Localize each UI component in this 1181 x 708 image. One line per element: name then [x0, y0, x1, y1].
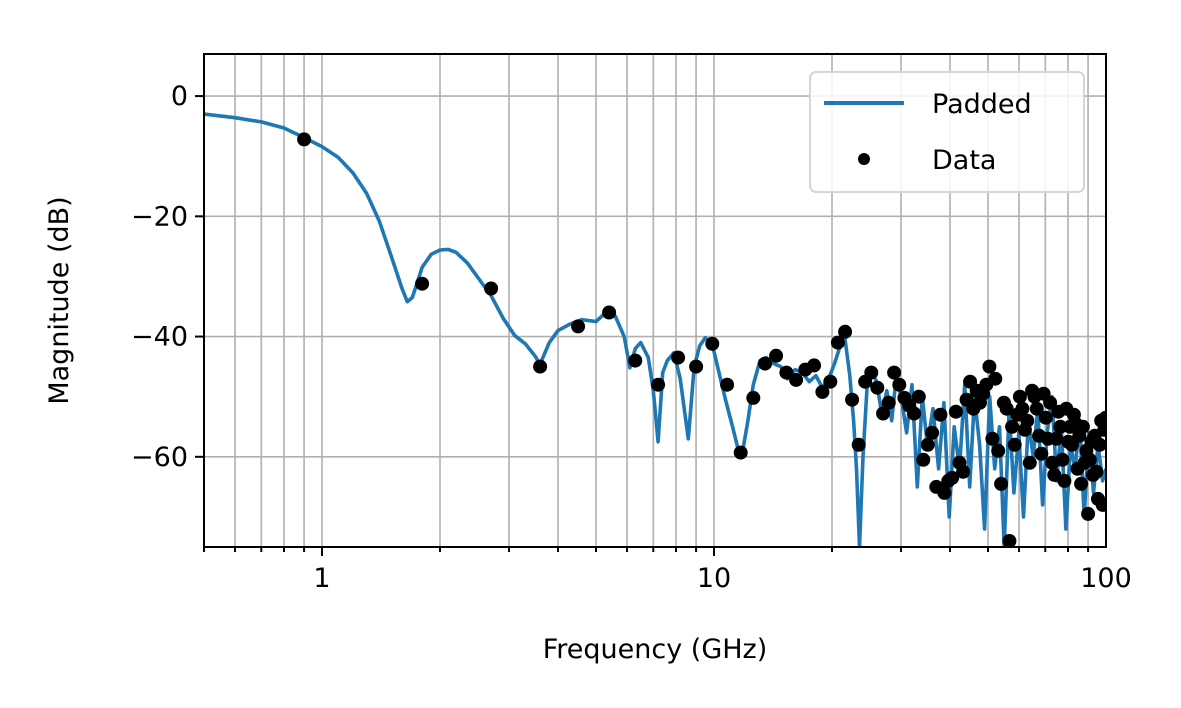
data-point: [1002, 534, 1017, 547]
data-point: [533, 359, 548, 374]
data-point: [733, 445, 748, 460]
data-point: [1081, 506, 1096, 521]
data-point: [985, 431, 1000, 446]
data-point: [920, 437, 935, 452]
data-point: [1049, 431, 1064, 446]
data-point: [887, 365, 902, 380]
data-point: [916, 452, 931, 467]
data-point: [864, 365, 879, 380]
data-point: [1098, 410, 1106, 425]
data-point: [415, 276, 430, 291]
data-point: [907, 406, 922, 421]
data-point: [689, 359, 704, 374]
data-point: [892, 377, 907, 392]
data-point: [1075, 419, 1090, 434]
data-point: [671, 350, 686, 365]
data-point: [602, 305, 617, 320]
data-point: [945, 470, 960, 485]
data-point: [1034, 446, 1049, 461]
data-point: [1095, 497, 1106, 512]
legend-label-padded: Padded: [932, 89, 1032, 120]
data-point: [870, 380, 885, 395]
data-point: [994, 476, 1009, 491]
x-tick-label: 1: [313, 563, 330, 594]
data-point: [758, 356, 773, 371]
y-tick-label: −40: [131, 322, 188, 353]
x-tick-label: 10: [697, 563, 731, 594]
data-point: [1047, 467, 1062, 482]
data-point: [484, 281, 499, 296]
data-point: [628, 353, 643, 368]
data-point: [1022, 455, 1037, 470]
data-point: [956, 464, 971, 479]
data-point: [1092, 437, 1106, 452]
data-point: [1089, 464, 1104, 479]
data-point: [1015, 401, 1030, 416]
data-point: [937, 485, 952, 500]
data-point: [815, 384, 830, 399]
data-point: [746, 390, 761, 405]
data-point: [982, 359, 997, 374]
data-point: [988, 371, 1003, 386]
data-point: [651, 377, 666, 392]
data-point: [838, 324, 853, 339]
data-point: [1053, 419, 1068, 434]
data-point: [991, 443, 1006, 458]
data-point: [779, 365, 794, 380]
data-point: [1097, 422, 1106, 437]
data-point: [297, 132, 312, 147]
data-point: [720, 377, 735, 392]
data-point: [1005, 419, 1020, 434]
y-tick-label: 0: [171, 81, 188, 112]
data-point: [911, 389, 926, 404]
data-point: [1012, 389, 1027, 404]
data-point: [769, 348, 784, 363]
data-point: [925, 425, 940, 440]
data-point: [851, 437, 866, 452]
data-point: [1029, 401, 1044, 416]
data-point: [830, 335, 845, 350]
ticks: 1 10 100 0 −20 −40 −60: [131, 81, 1132, 594]
y-axis-label: Magnitude (dB): [44, 196, 75, 404]
data-point: [1020, 413, 1035, 428]
data-point: [1007, 437, 1022, 452]
legend: Padded Data: [809, 71, 1085, 193]
x-tick-label: 100: [1080, 563, 1132, 594]
data-point: [705, 336, 720, 351]
data-point: [1055, 452, 1070, 467]
data-point: [948, 404, 963, 419]
data-point: [789, 372, 804, 387]
data-point: [881, 395, 896, 410]
y-tick-label: −20: [131, 201, 188, 232]
plot-area: [204, 112, 1106, 547]
data-point: [571, 319, 586, 334]
data-point: [933, 407, 948, 422]
x-axis-label: Frequency (GHz): [543, 634, 768, 665]
data-point: [845, 392, 860, 407]
data-point: [1082, 452, 1097, 467]
data-point: [807, 358, 822, 373]
data-point: [876, 406, 891, 421]
data-point: [823, 374, 838, 389]
legend-label-data: Data: [932, 145, 996, 176]
legend-dot-marker: [858, 153, 870, 165]
data-point: [1043, 395, 1058, 410]
data-point: [1074, 476, 1089, 491]
data-point: [999, 401, 1014, 416]
plot-frame: [203, 53, 1107, 548]
data-point: [1038, 410, 1053, 425]
data-point: [1057, 473, 1072, 488]
y-tick-label: −60: [131, 442, 188, 473]
